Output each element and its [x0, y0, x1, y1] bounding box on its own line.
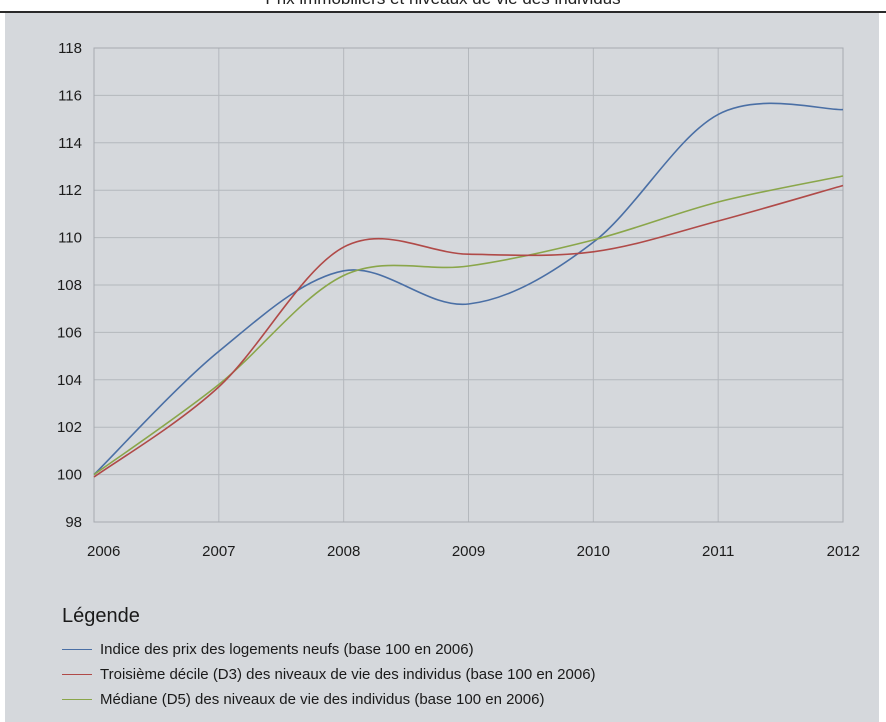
y-tick-label: 116	[58, 87, 82, 104]
y-tick-label: 114	[58, 135, 82, 152]
legend-swatch	[62, 698, 92, 700]
price-index-line	[93, 102, 844, 476]
x-tick-label: 2009	[452, 543, 485, 560]
x-tick-label: 2007	[202, 543, 235, 560]
legend-swatch	[62, 673, 92, 675]
top-rule	[0, 11, 886, 13]
series-layer	[93, 102, 844, 478]
y-tick-label: 100	[57, 467, 82, 484]
x-tick-label: 2012	[827, 543, 860, 560]
legend-item-price-index: Indice des prix des logements neufs (bas…	[62, 639, 474, 659]
legend-title: Légende	[62, 605, 140, 627]
y-tick-label: 106	[57, 324, 82, 341]
d3-line	[93, 184, 844, 478]
y-tick-label: 108	[57, 277, 82, 294]
legend-label: Indice des prix des logements neufs (bas…	[100, 640, 474, 658]
x-tick-label: 2011	[702, 543, 734, 560]
y-tick-label: 112	[58, 182, 82, 199]
grid-layer	[93, 47, 844, 523]
cut-off-title: Prix immobiliers et niveaux de vie des i…	[0, 0, 886, 9]
legend-label: Troisième décile (D3) des niveaux de vie…	[100, 665, 596, 683]
y-tick-label: 110	[58, 230, 82, 247]
axis-layer: 98 100 102 104 106 108 110 112 114 116 118 2006 2007…	[57, 40, 860, 560]
line-chart: 98 100 102 104 106 108 110 112 114 116 118 2006 2007…	[57, 40, 860, 560]
x-tick-label: 2006	[87, 543, 120, 560]
top-strip: Prix immobiliers et niveaux de vie des i…	[0, 0, 886, 12]
chart-panel: 98 100 102 104 106 108 110 112 114 116 118 2006 2007…	[5, 13, 879, 722]
legend-label: Médiane (D5) des niveaux de vie des indi…	[100, 690, 545, 708]
plot-frame	[93, 47, 844, 523]
x-tick-label: 2008	[327, 543, 360, 560]
y-tick-label: 118	[58, 40, 82, 57]
legend-item-median: Médiane (D5) des niveaux de vie des indi…	[62, 689, 544, 709]
y-tick-label: 104	[57, 372, 82, 389]
legend-item-d3: Troisième décile (D3) des niveaux de vie…	[62, 664, 596, 684]
median-line	[93, 175, 844, 476]
legend-swatch	[62, 648, 92, 650]
y-tick-label: 102	[57, 419, 82, 436]
x-tick-label: 2010	[577, 543, 610, 560]
y-tick-label: 98	[65, 514, 82, 531]
